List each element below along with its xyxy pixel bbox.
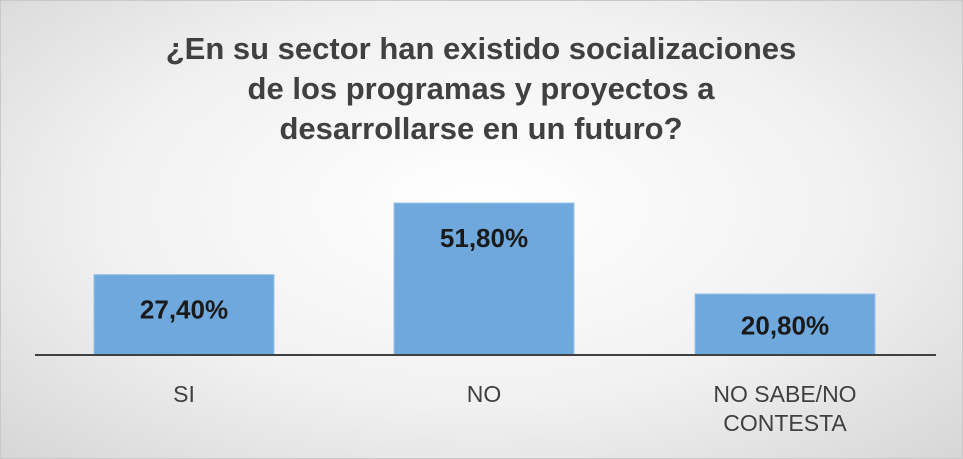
- chart-title-line-3: desarrollarse en un futuro?: [279, 111, 683, 146]
- category-label-3-line-2: CONTESTA: [723, 410, 847, 436]
- chart-title: ¿En su sector han existido socializacion…: [121, 29, 841, 149]
- data-label-2: 51,80%: [440, 223, 528, 253]
- chart-title-line-2: de los programas y proyectos a: [247, 71, 715, 106]
- chart-title-line-1: ¿En su sector han existido socializacion…: [165, 31, 797, 66]
- category-label-2: NO: [467, 381, 502, 407]
- category-label-3-line-1: NO SABE/NO: [713, 381, 856, 407]
- category-label-1: SI: [173, 381, 195, 407]
- data-label-3: 20,80%: [741, 310, 829, 340]
- bar-1: [93, 274, 275, 356]
- data-label-1: 27,40%: [140, 295, 228, 325]
